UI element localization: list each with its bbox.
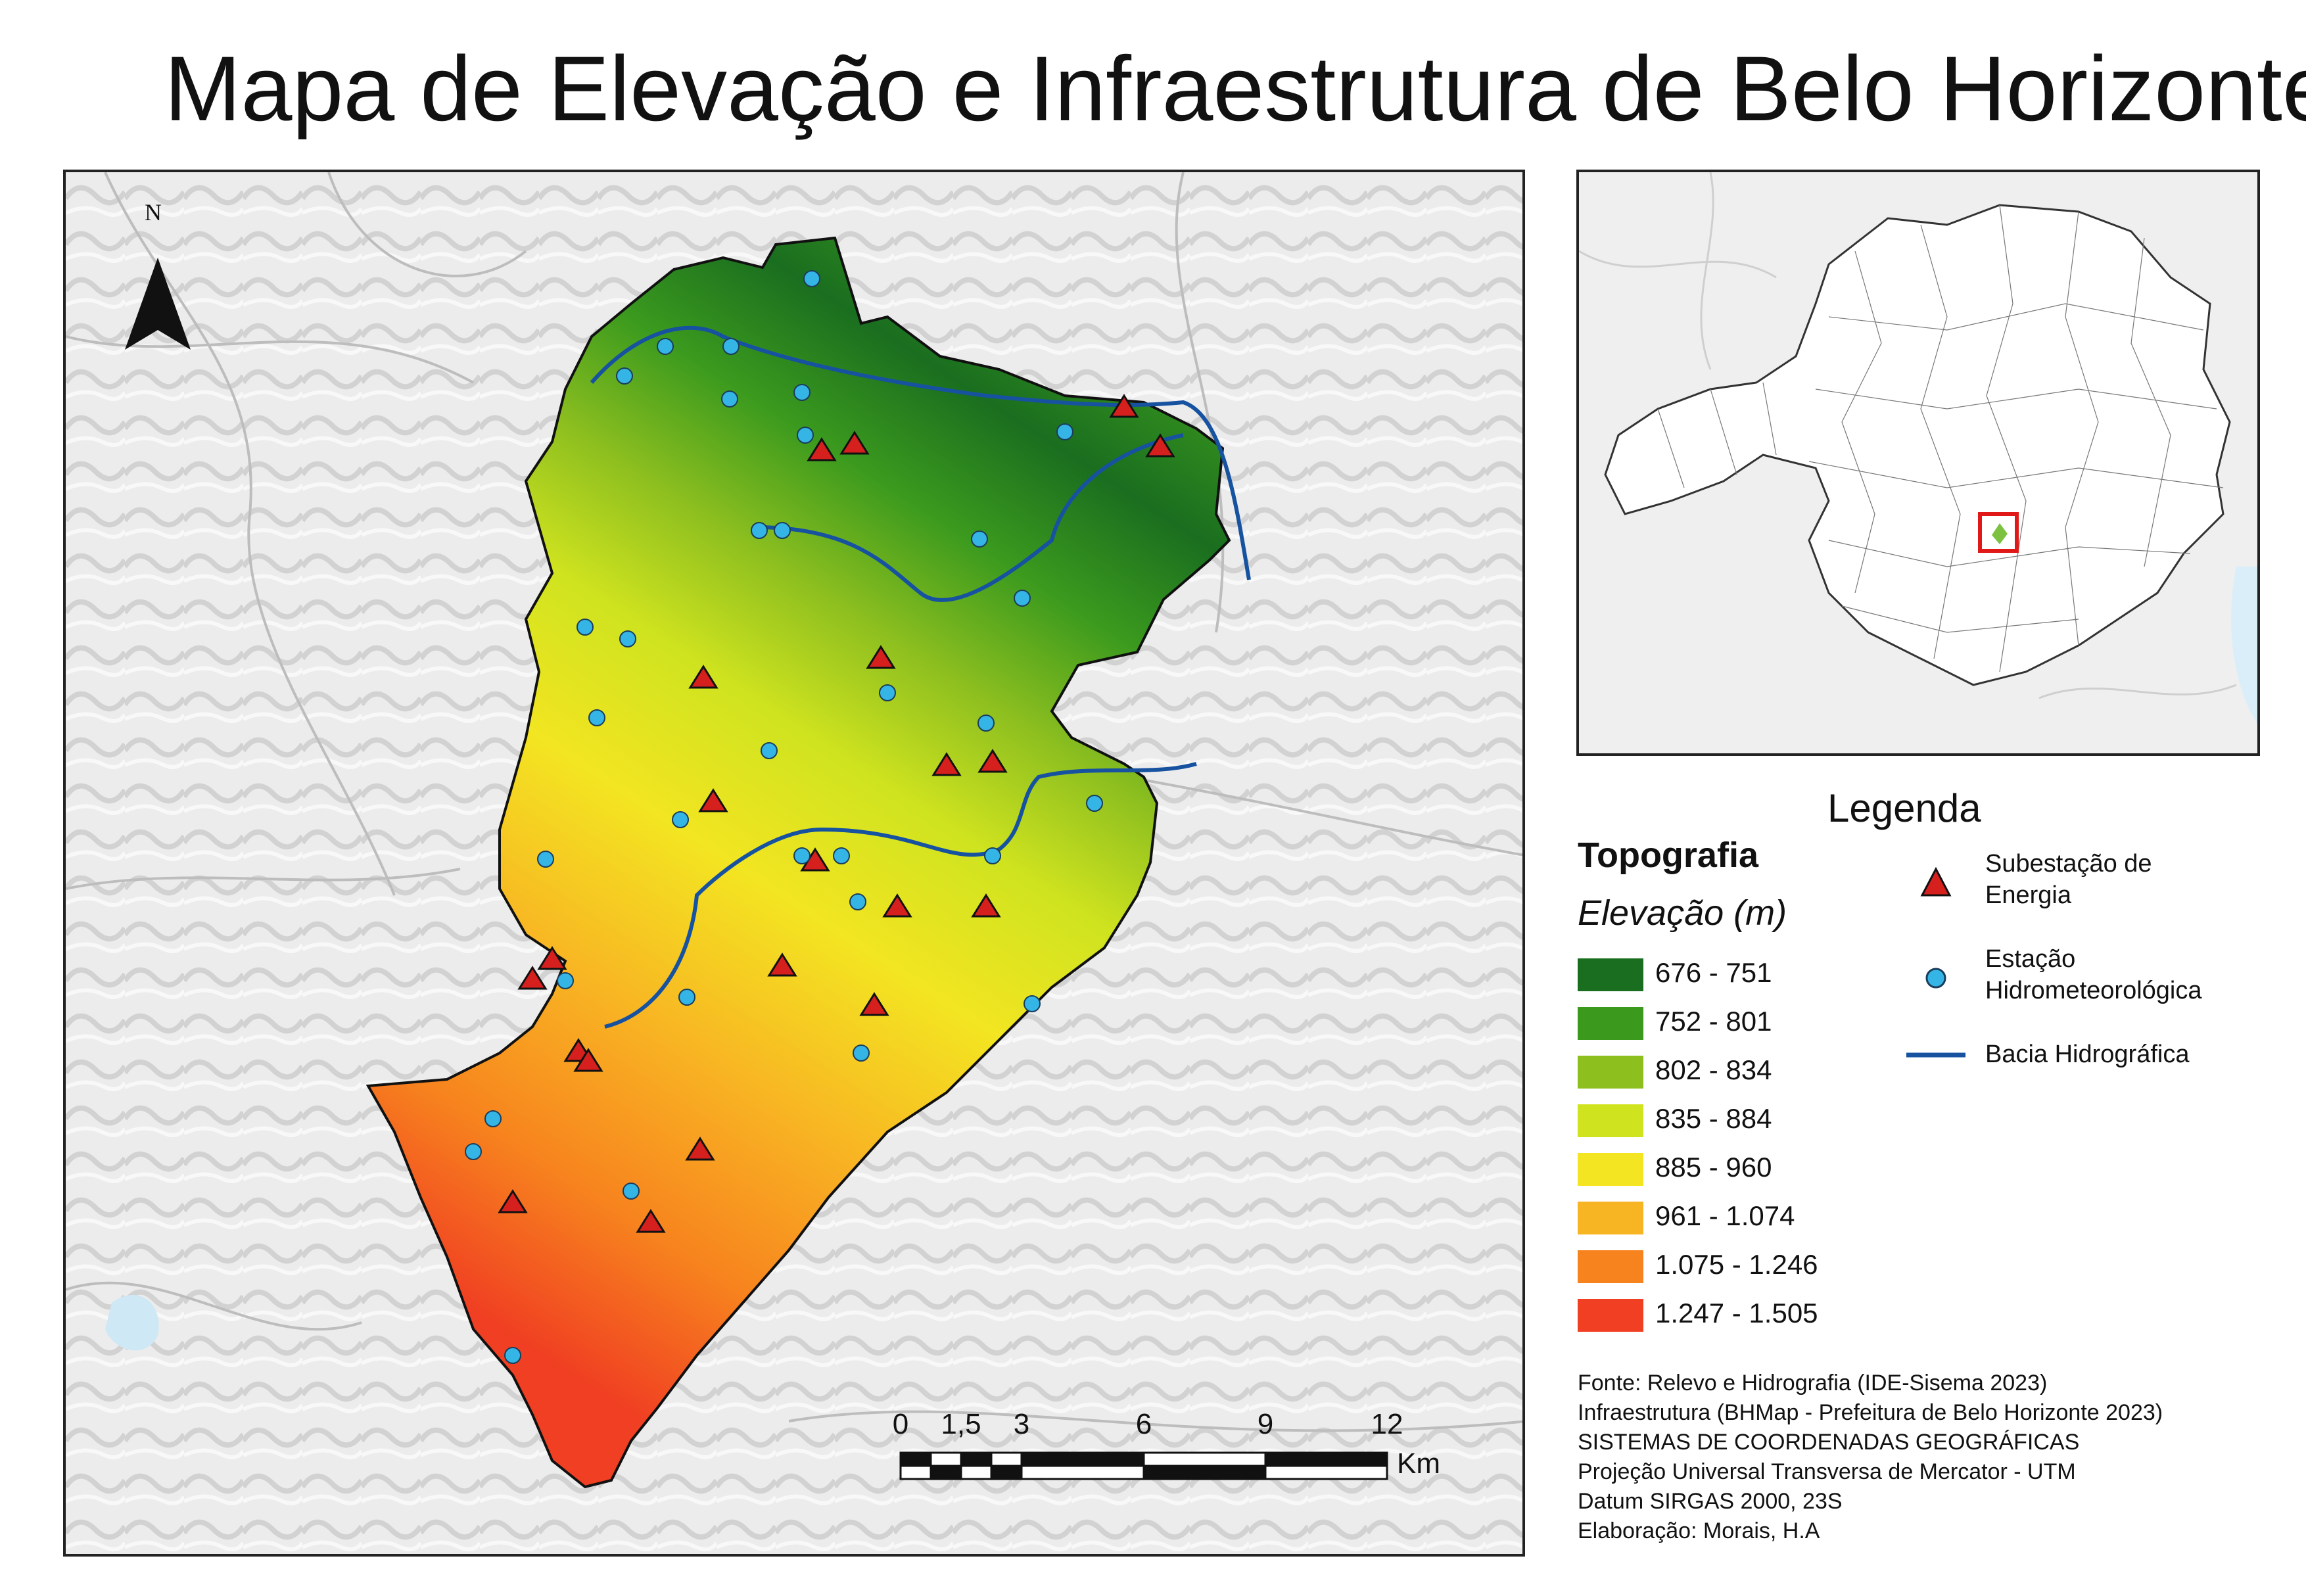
source-line: Infraestrutura (BHMap - Prefeitura de Be… [1578, 1400, 2163, 1425]
class-label: 752 - 801 [1655, 1006, 1772, 1037]
source-line: SISTEMAS DE COORDENADAS GEOGRÁFICAS [1578, 1430, 2080, 1455]
source-line: Datum SIRGAS 2000, 23S [1578, 1489, 1843, 1514]
state-outline [1604, 204, 2231, 686]
substation-label-line1: Subestação de [1985, 850, 2152, 878]
road-network [66, 172, 1522, 1432]
class-swatch [1578, 958, 1643, 991]
river-line-icon [1906, 1052, 1965, 1058]
inset-map-canvas [1579, 172, 2257, 753]
station-label-line1: Estação [1985, 945, 2076, 973]
topography-title: Topografia [1578, 835, 1758, 875]
class-label: 802 - 834 [1655, 1054, 1772, 1085]
class-label: 961 - 1.074 [1655, 1200, 1795, 1231]
main-map[interactable]: N 0 1,5 3 6 9 12 Km [63, 170, 1525, 1557]
substation-label-line2: Energia [1985, 881, 2071, 909]
station-label-line2: Hidrometeorológica [1985, 977, 2202, 1004]
class-label: 885 - 960 [1655, 1152, 1772, 1183]
scale-tick-label: 12 [1371, 1408, 1403, 1440]
class-label: 835 - 884 [1655, 1103, 1772, 1134]
class-swatch [1578, 1056, 1643, 1089]
scale-tick-label: 0 [892, 1408, 909, 1440]
map-title: Mapa de Elevação e Infraestrutura de Bel… [164, 37, 2306, 140]
class-swatch [1578, 1250, 1643, 1283]
station-markers [465, 270, 1103, 1364]
class-label: 676 - 751 [1655, 957, 1772, 988]
municipal-boundaries [1657, 204, 2224, 672]
class-label: 1.247 - 1.505 [1655, 1298, 1818, 1328]
substation-triangle-icon [1920, 866, 1952, 897]
source-line: Fonte: Relevo e Hidrografia (IDE-Sisema … [1578, 1371, 2048, 1396]
main-map-canvas [66, 172, 1522, 1554]
source-line: Elaboração: Morais, H.A [1578, 1518, 1820, 1543]
scale-tick-label: 3 [1013, 1408, 1030, 1440]
class-swatch [1578, 1104, 1643, 1137]
class-swatch [1578, 1299, 1643, 1332]
scale-unit: Km [1397, 1447, 1440, 1480]
class-swatch [1578, 1153, 1643, 1186]
class-label: 1.075 - 1.246 [1655, 1249, 1818, 1280]
elevation-title: Elevação (m) [1578, 893, 1787, 933]
north-label: N [145, 199, 162, 225]
class-swatch [1578, 1202, 1643, 1234]
scale-tick-label: 9 [1257, 1408, 1274, 1440]
river-lines [590, 325, 1251, 1029]
lake [105, 1295, 159, 1351]
north-arrow-icon [125, 258, 191, 350]
inset-locator-map[interactable] [1576, 170, 2260, 756]
station-circle-icon [1925, 968, 1946, 989]
scale-bar-graphic [899, 1451, 1388, 1480]
class-swatch [1578, 1007, 1643, 1040]
ocean [2231, 567, 2257, 724]
study-area-box [1978, 512, 2019, 553]
scale-tick-label: 1,5 [941, 1408, 981, 1440]
study-area-shape [1992, 523, 2008, 544]
legend-title: Legenda [1827, 786, 1981, 830]
scale-tick-label: 6 [1135, 1408, 1152, 1440]
river-label: Bacia Hidrográfica [1985, 1041, 2190, 1068]
source-line: Projeção Universal Transversa de Mercato… [1578, 1459, 2076, 1484]
